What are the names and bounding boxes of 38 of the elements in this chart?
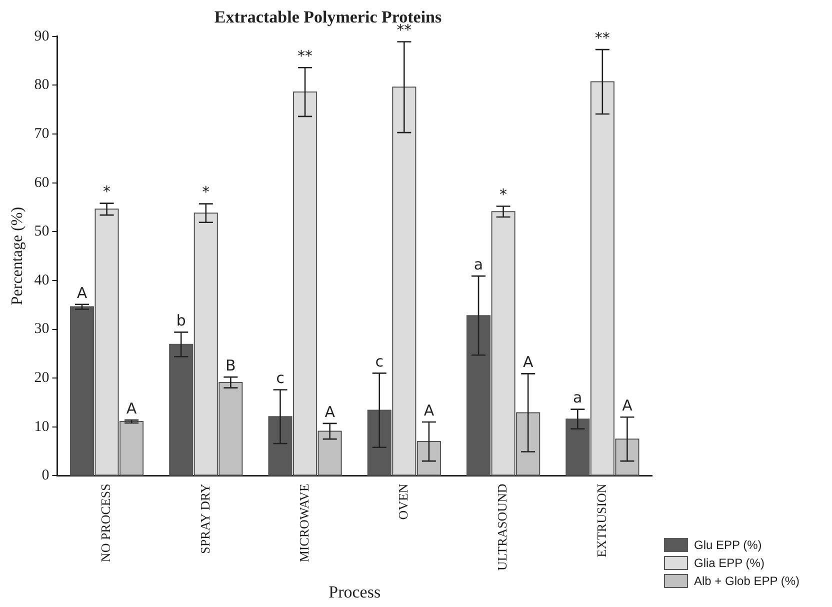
y-axis-title: Percentage (%) — [8, 206, 26, 306]
data-label: A — [424, 401, 435, 420]
x-tick-label: OVEN — [396, 483, 411, 520]
legend-label: Glia EPP (%) — [694, 556, 764, 570]
x-axis-title: Process — [328, 582, 381, 602]
y-tick-label: 20 — [34, 370, 50, 386]
data-label: a — [573, 388, 582, 407]
y-tick-label: 90 — [34, 28, 50, 44]
data-label: A — [522, 353, 534, 372]
y-tick-label: 30 — [34, 321, 50, 338]
y-tick-label: 10 — [34, 418, 50, 435]
data-label: B — [226, 356, 236, 374]
x-tick-label: EXTRUSION — [594, 483, 609, 558]
y-tick-label: 70 — [34, 126, 50, 142]
data-label: * — [103, 182, 112, 201]
y-tick-label: 80 — [34, 77, 50, 94]
y-tick-label: 50 — [34, 224, 50, 240]
y-tick-label: 60 — [34, 174, 50, 191]
data-label: A — [126, 399, 138, 418]
y-tick-label: 0 — [42, 468, 50, 484]
data-label: * — [500, 186, 508, 204]
x-tick-label: ULTRASOUND — [494, 484, 510, 571]
data-label: A — [622, 396, 634, 414]
x-tick-label: MICROWAVE — [296, 484, 312, 562]
legend-label: Glu EPP (%) — [694, 538, 762, 552]
x-tick-label: NO PROCESS — [98, 484, 114, 562]
data-label: ** — [298, 47, 314, 66]
data-label: b — [176, 312, 186, 330]
y-tick-label: 40 — [34, 272, 50, 288]
legend-label: Alb + Glob EPP (%) — [694, 574, 800, 588]
data-label: A — [76, 284, 88, 302]
data-label: c — [375, 352, 384, 371]
data-label: A — [324, 402, 336, 421]
data-label: ** — [594, 28, 610, 47]
x-tick-label: SPRAY DRY — [197, 483, 212, 554]
data-label: * — [202, 183, 210, 202]
data-label: a — [474, 255, 484, 274]
data-label: c — [276, 369, 284, 388]
